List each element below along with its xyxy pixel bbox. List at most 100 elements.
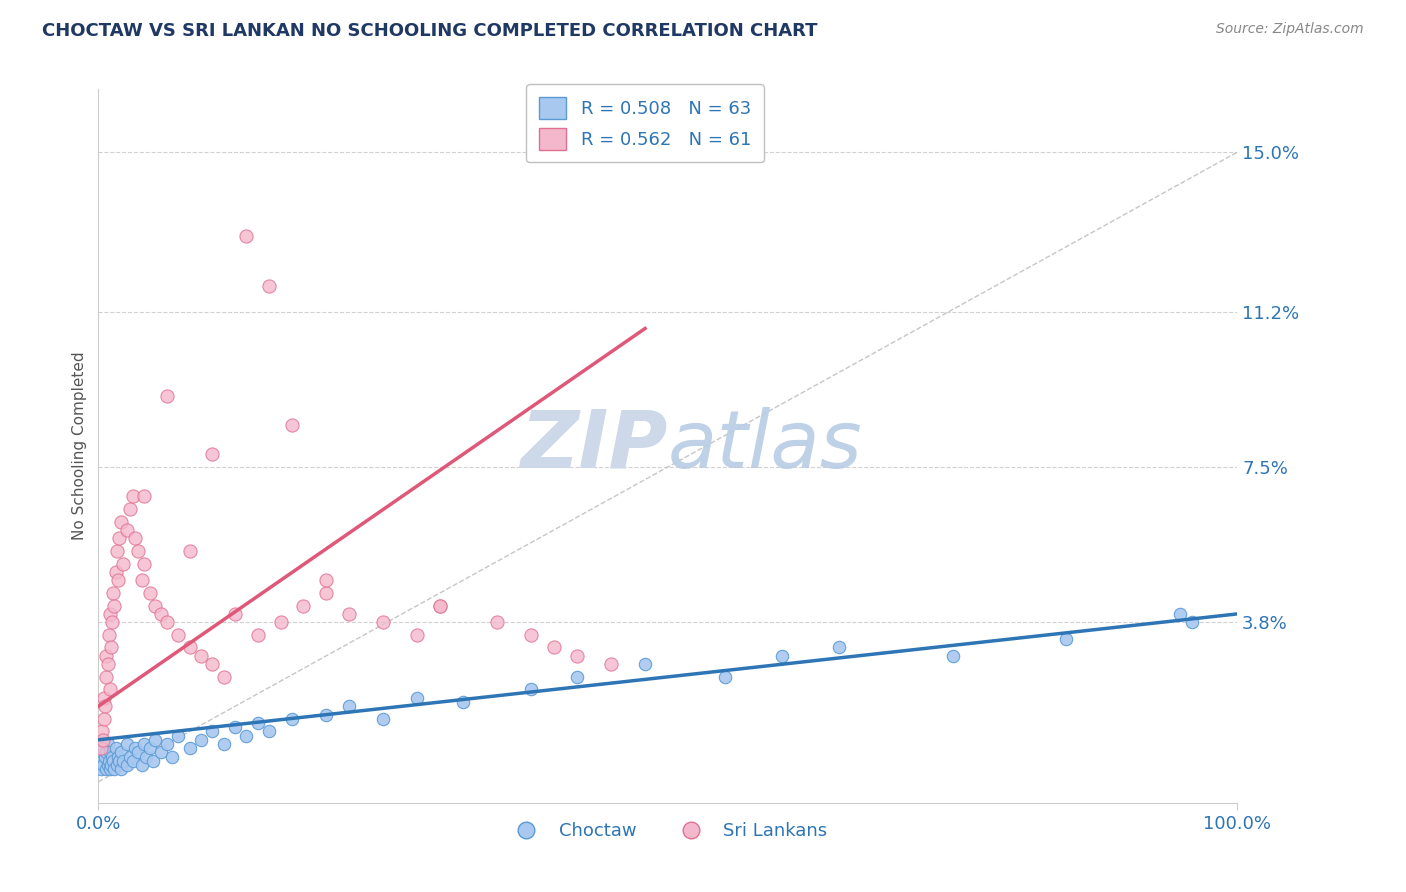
Point (162, 749, 184, 764)
Point (120, 749, 142, 764)
Point (770, 648, 793, 663)
Point (100, 758, 122, 772)
Point (565, 670, 588, 684)
Point (98, 607, 121, 621)
Point (828, 640, 851, 655)
Point (104, 565, 127, 579)
Text: atlas: atlas (668, 407, 863, 485)
Point (337, 699, 360, 714)
Point (131, 758, 153, 772)
Point (224, 607, 246, 621)
Point (150, 607, 173, 621)
Point (315, 574, 337, 588)
Point (101, 615, 124, 630)
Point (337, 607, 360, 621)
Point (96, 737, 118, 751)
Point (90, 741, 112, 756)
Point (281, 417, 304, 432)
Point (103, 762, 125, 776)
Point (120, 502, 142, 516)
Point (132, 489, 155, 503)
Point (98, 682, 121, 697)
Point (104, 741, 127, 756)
Point (406, 628, 429, 642)
Point (315, 707, 337, 722)
Point (101, 749, 124, 764)
Point (486, 615, 509, 630)
Point (108, 532, 131, 546)
Point (246, 716, 269, 731)
Point (179, 741, 201, 756)
Point (107, 574, 129, 588)
Point (108, 754, 131, 768)
Point (97, 628, 120, 642)
Point (212, 737, 235, 751)
Point (93, 712, 115, 726)
Text: CHOCTAW VS SRI LANKAN NO SCHOOLING COMPLETED CORRELATION CHART: CHOCTAW VS SRI LANKAN NO SCHOOLING COMPL… (42, 22, 818, 40)
Point (105, 758, 128, 772)
Point (201, 657, 224, 672)
Point (110, 515, 132, 529)
Point (90, 754, 112, 768)
Point (135, 749, 157, 764)
Text: Source: ZipAtlas.com: Source: ZipAtlas.com (1216, 22, 1364, 37)
Point (115, 758, 138, 772)
Point (93, 690, 115, 705)
Point (156, 615, 179, 630)
Point (100, 640, 122, 655)
Point (93, 741, 115, 756)
Point (96, 657, 118, 672)
Point (1181, 615, 1204, 630)
Point (96, 762, 118, 776)
Point (259, 724, 281, 739)
Point (96, 670, 118, 684)
Point (543, 640, 565, 655)
Point (406, 690, 429, 705)
Point (600, 657, 623, 672)
Point (235, 729, 257, 743)
Point (150, 746, 173, 760)
Point (179, 544, 201, 558)
Point (124, 532, 146, 546)
Point (121, 754, 143, 768)
Point (138, 586, 160, 600)
Y-axis label: No Schooling Completed: No Schooling Completed (72, 351, 87, 541)
Point (121, 489, 143, 503)
Legend: Choctaw, Sri Lankans: Choctaw, Sri Lankans (501, 815, 835, 847)
Point (98, 762, 121, 776)
Point (179, 640, 201, 655)
Point (110, 746, 132, 760)
Text: ZIP: ZIP (520, 407, 668, 485)
Point (96, 758, 118, 772)
Point (167, 628, 190, 642)
Point (124, 741, 146, 756)
Point (190, 648, 212, 663)
Point (520, 628, 543, 642)
Point (91, 758, 114, 772)
Point (90, 724, 112, 739)
Point (112, 557, 135, 571)
Point (105, 544, 128, 558)
Point (132, 557, 155, 571)
Point (97, 754, 120, 768)
Point (246, 628, 269, 642)
Point (127, 746, 149, 760)
Point (315, 586, 337, 600)
Point (520, 682, 543, 697)
Point (112, 754, 135, 768)
Point (167, 729, 190, 743)
Point (451, 695, 474, 709)
Point (1054, 632, 1078, 646)
Point (103, 754, 125, 768)
Point (91, 732, 114, 747)
Point (142, 754, 165, 768)
Point (429, 599, 451, 613)
Point (103, 599, 125, 613)
Point (115, 737, 138, 751)
Point (145, 599, 167, 613)
Point (292, 599, 315, 613)
Point (371, 615, 394, 630)
Point (942, 648, 965, 663)
Point (235, 229, 257, 244)
Point (145, 732, 167, 747)
